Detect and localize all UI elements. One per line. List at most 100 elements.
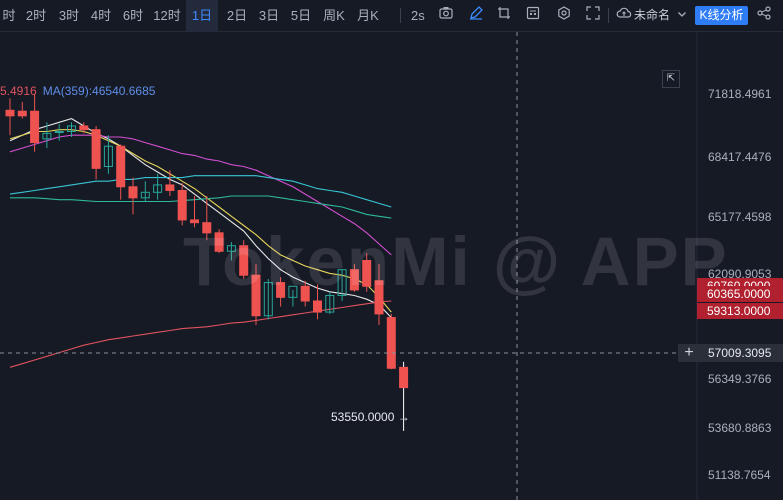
candle-body [313,300,322,313]
candle-body [337,269,347,296]
candle-body [386,317,396,369]
candle [263,278,273,320]
candle-body [165,184,175,191]
pen-icon[interactable] [467,6,485,24]
plus-icon[interactable]: + [684,344,694,361]
timeframe-tab[interactable]: 4时 [90,8,112,23]
candle [226,242,236,261]
candle [79,122,89,134]
candle-body [116,145,126,188]
candle [386,313,396,370]
price-tick-label: 68417.4476 [708,149,772,164]
timeframe-tab[interactable]: 1日 [186,0,218,31]
ma359-legend: MA(359):46540.6685 [42,84,156,98]
price-tick-label: 51138.7654 [708,468,771,483]
timeframe-tab[interactable]: 时 [2,8,16,23]
candle-body [30,110,40,144]
price-tag-ma: 60365.0000 [697,286,783,302]
share-icon[interactable] [755,6,773,24]
candle [362,253,372,292]
collapse-icon[interactable]: ⇱ [662,70,680,88]
candle [276,277,286,307]
candle-body [177,189,187,221]
crosshair-price-label: + 57009.3095 [678,344,783,362]
candle-body [79,125,89,131]
kline-analysis-button[interactable]: K线分析 [695,6,748,25]
hidden-price-tag: 60760.0000 [697,278,783,286]
candle-body [17,110,27,117]
candle [202,195,212,241]
candle [288,285,298,307]
timeframe-tab[interactable]: 2时 [25,8,47,23]
candle [251,264,261,325]
candle-body [67,125,76,132]
price-tick-label: 62090.9053 [708,266,772,281]
calculator-icon[interactable] [524,6,542,24]
candle [190,195,199,228]
candle-body [349,269,359,291]
layout-name-menu[interactable]: 未命名 [634,8,671,22]
candle-body [5,109,15,117]
candle [30,94,40,152]
candle [239,240,249,279]
candle-body [226,245,236,252]
ma20-line [9,134,392,256]
candle-body [153,184,163,193]
timeframe-tab[interactable]: 3日 [258,8,280,23]
interval-2s-button[interactable]: 2s [411,8,425,23]
camera-icon[interactable] [437,6,455,24]
candle-body [140,191,150,199]
candle [128,177,138,215]
ma30-line [9,175,392,208]
ma60-line [10,195,392,219]
timeframe-tab[interactable]: 3时 [58,8,80,23]
candle [17,102,27,119]
candle [337,269,347,302]
candle-body [399,366,409,389]
ma-legend: 5.4916 MA(359):46540.6685 [0,84,155,98]
candle-body [325,294,335,313]
timeframe-tab[interactable]: 月K [357,8,379,23]
candle-body [300,285,310,302]
candle [399,361,409,431]
timeframe-tab[interactable]: 6时 [122,8,144,23]
candle-body [103,145,113,168]
timeframe-tab[interactable]: 周K [323,8,345,23]
crosshair-price-value: 57009.3095 [708,346,772,360]
candle [116,144,126,200]
fullscreen-icon[interactable] [584,6,602,24]
candle-body [362,259,372,287]
candle [300,280,310,307]
candle [54,124,64,141]
timeframe-tab[interactable]: 12时 [153,8,181,23]
candle [214,229,224,254]
low-price-label: 53550.0000 → [331,410,410,424]
candle [165,170,175,196]
candle-body [251,274,261,317]
toolbar: 时 2时 3时 4时 6时 12时 1日 2日 3日 5日 周K 月K 2s 未命名 K线分析 [0,0,783,32]
candle-body [288,285,298,298]
candle-body [91,129,101,169]
price-tick-label: 53680.8863 [708,421,772,436]
price-tick-label: 65177.4598 [708,209,772,224]
candle [5,98,15,136]
price-tag-last: 59313.0000 [697,303,783,319]
settings-icon[interactable] [555,6,573,24]
candle [153,173,163,200]
timeframe-tab[interactable]: 5日 [290,8,312,23]
candle-body [128,186,138,199]
candle-body [239,245,249,276]
crop-icon[interactable] [495,6,513,24]
candle-body [190,219,199,224]
toolbar-divider [608,8,609,23]
price-tick-label: 71818.4961 [708,87,772,102]
candle [313,284,322,320]
timeframe-tab[interactable]: 2日 [226,8,248,23]
candle [349,264,359,292]
candle [374,264,384,325]
chevron-down-icon[interactable] [673,6,691,24]
candle [91,125,101,180]
cloud-icon[interactable] [615,6,633,24]
toolbar-divider [400,8,401,23]
